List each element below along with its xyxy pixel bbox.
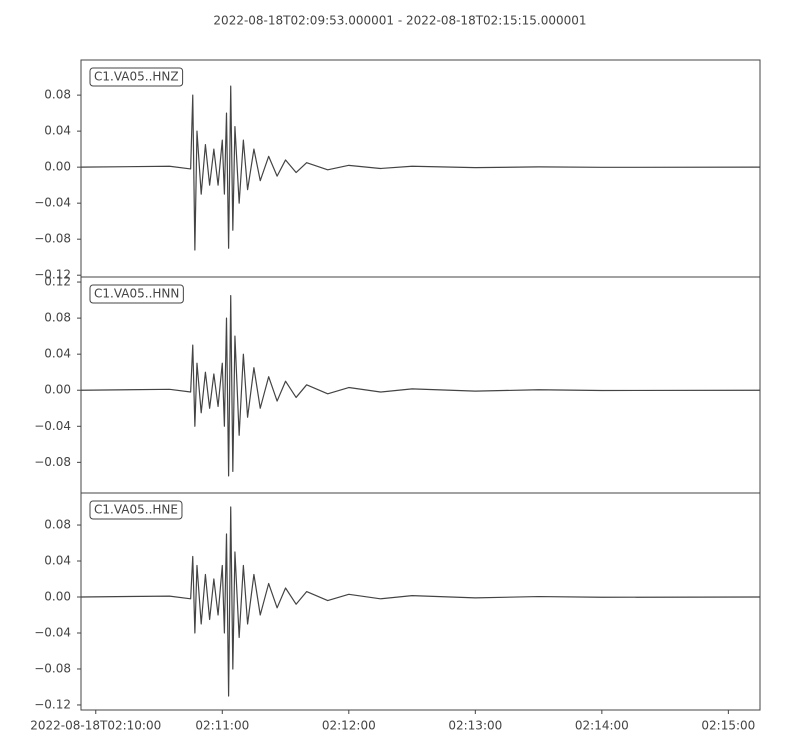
- y-tick-label: 0.08: [44, 311, 71, 325]
- y-tick-label: 0.04: [44, 347, 71, 361]
- trace-label-box: [89, 284, 184, 304]
- trace-label-box: [89, 67, 184, 87]
- y-tick-label: −0.04: [34, 196, 71, 210]
- y-tick-label: 0.04: [44, 124, 71, 138]
- x-tick-label: 2022-08-18T02:10:00: [30, 719, 161, 733]
- y-tick-label: 0.04: [44, 554, 71, 568]
- y-tick-label: −0.12: [34, 268, 71, 282]
- y-tick-label: −0.12: [34, 697, 71, 711]
- trace-label: C1.VA05..HNZ: [94, 70, 179, 84]
- y-tick-label: 0.08: [44, 518, 71, 532]
- trace-label: C1.VA05..HNN: [94, 287, 179, 301]
- chart-title: 2022-08-18T02:09:53.000001 - 2022-08-18T…: [213, 14, 586, 28]
- x-tick-label: 02:12:00: [322, 719, 376, 733]
- waveform: [80, 294, 761, 477]
- y-tick-label: 0.00: [44, 383, 71, 397]
- waveform: [80, 506, 761, 697]
- x-tick-label: 02:13:00: [448, 719, 502, 733]
- trace-label: C1.VA05..HNE: [94, 503, 178, 517]
- y-tick-label: −0.08: [34, 661, 71, 675]
- y-tick-label: −0.04: [34, 625, 71, 639]
- y-tick-label: −0.08: [34, 455, 71, 469]
- y-tick-label: 0.00: [44, 160, 71, 174]
- panel-frame: [80, 492, 761, 711]
- waveform: [80, 85, 761, 251]
- y-tick-label: 0.08: [44, 88, 71, 102]
- y-tick-label: 0.00: [44, 590, 71, 604]
- x-tick-label: 02:11:00: [195, 719, 249, 733]
- trace-label-box: [89, 500, 183, 520]
- y-tick-label: 0.12: [44, 275, 71, 289]
- y-tick-label: −0.08: [34, 232, 71, 246]
- x-tick-label: 02:14:00: [575, 719, 629, 733]
- x-tick-label: 02:15:00: [701, 719, 755, 733]
- y-tick-label: −0.04: [34, 419, 71, 433]
